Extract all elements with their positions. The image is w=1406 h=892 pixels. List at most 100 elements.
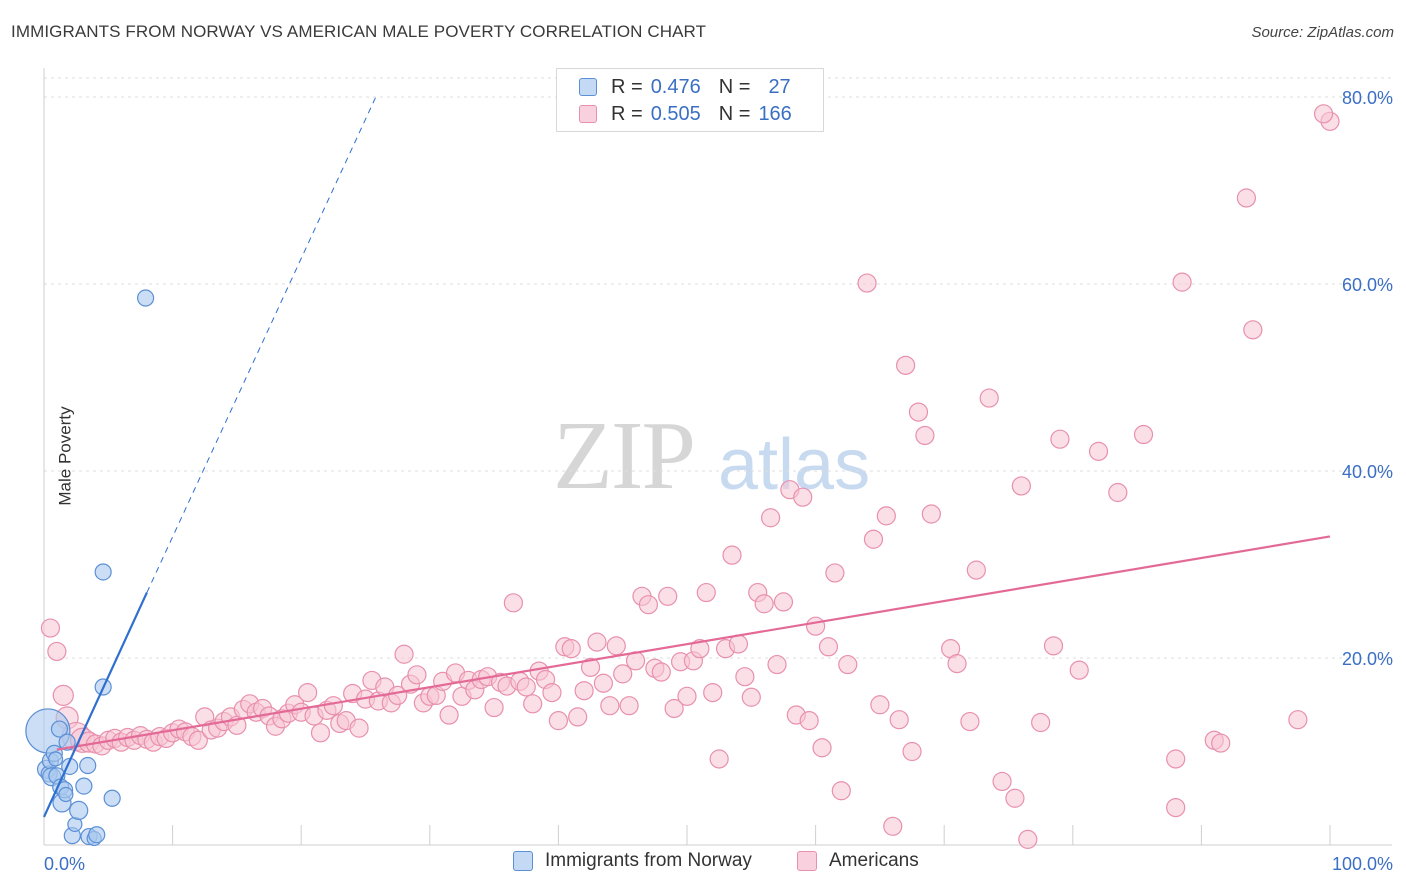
data-point-americans	[1288, 710, 1308, 730]
data-point-americans	[1172, 272, 1192, 292]
data-point-americans	[767, 654, 787, 675]
data-point-americans	[889, 710, 909, 730]
data-point-americans	[523, 694, 543, 714]
data-point-norway	[79, 756, 97, 775]
correlation-legend: R = 0.476 N = 27 R = 0.505 N = 166	[556, 68, 824, 132]
legend-n-value: 166	[758, 102, 792, 125]
data-point-americans	[812, 738, 832, 758]
data-point-americans	[664, 698, 684, 719]
x-tick-label: 0.0%	[44, 854, 85, 874]
data-point-americans	[793, 487, 813, 507]
tick-labels: 20.0% 40.0% 60.0% 80.0% 0.0% 100.0%	[44, 88, 1393, 874]
data-point-americans	[593, 673, 614, 693]
data-point-americans	[818, 637, 839, 657]
data-point-americans	[876, 506, 896, 526]
data-point-americans	[896, 355, 916, 375]
data-point-americans	[600, 696, 620, 716]
trend-line-americans	[56, 535, 1331, 751]
legend-n-label: N =	[718, 75, 751, 98]
series-legend: Immigrants from Norway Americans	[0, 850, 1406, 878]
y-tick-label: 40.0%	[1342, 462, 1393, 482]
data-point-norway	[94, 563, 112, 581]
data-point-americans	[1313, 104, 1334, 124]
data-point-norway	[103, 789, 121, 807]
data-point-americans	[960, 711, 980, 732]
x-tick-label: 100.0%	[1332, 854, 1393, 874]
source-label: Source: ZipAtlas.com	[1251, 24, 1394, 41]
data-point-americans	[831, 781, 851, 801]
data-point-americans	[735, 667, 755, 687]
data-point-americans	[857, 273, 877, 293]
data-point-americans	[1166, 749, 1186, 769]
data-point-americans	[407, 665, 427, 685]
legend-r-value: 0.476	[650, 75, 701, 98]
data-point-americans	[1069, 660, 1089, 680]
data-point-americans	[619, 696, 639, 716]
legend-item-americans: Americans	[797, 850, 919, 872]
data-point-americans	[1243, 320, 1263, 340]
data-point-americans	[741, 687, 761, 707]
data-point-americans	[561, 639, 581, 659]
data-point-norway	[75, 777, 93, 795]
data-point-americans	[323, 696, 343, 716]
data-point-americans	[677, 686, 697, 706]
data-point-norway	[136, 289, 155, 307]
y-tick-label: 60.0%	[1342, 275, 1393, 295]
watermark-zip: ZIP	[553, 402, 696, 510]
data-point-americans	[587, 632, 607, 652]
data-point-americans	[696, 582, 716, 603]
legend-label-norway: Immigrants from Norway	[545, 850, 752, 871]
legend-n-value: 27	[768, 75, 791, 98]
data-point-americans	[651, 662, 671, 682]
legend-swatch-norway	[513, 851, 533, 871]
data-point-americans	[188, 730, 208, 750]
axes	[43, 68, 1392, 846]
data-point-americans	[805, 616, 826, 636]
legend-swatch-norway	[579, 78, 597, 96]
data-point-americans	[568, 707, 588, 727]
data-point-americans	[298, 682, 318, 703]
data-point-americans	[838, 654, 858, 675]
data-point-americans	[799, 711, 819, 731]
data-point-americans	[1043, 636, 1064, 656]
legend-label-americans: Americans	[829, 850, 919, 871]
series-norway	[25, 289, 155, 847]
data-point-norway	[58, 786, 74, 803]
data-point-americans	[979, 388, 999, 408]
legend-r-value: 0.505	[650, 102, 701, 125]
data-point-americans	[310, 723, 331, 743]
legend-n-label: N =	[718, 102, 751, 125]
data-point-norway	[69, 800, 89, 821]
data-point-americans	[516, 677, 536, 697]
legend-row-norway: R = 0.476 N = 27	[579, 74, 791, 100]
data-point-americans	[728, 634, 749, 654]
data-point-americans	[52, 684, 74, 707]
data-point-americans	[503, 593, 523, 613]
data-point-americans	[40, 618, 61, 638]
data-point-americans	[1050, 429, 1070, 449]
data-point-americans	[47, 641, 67, 662]
data-point-americans	[574, 681, 594, 701]
data-point-americans	[703, 682, 723, 703]
data-point-americans	[863, 529, 884, 549]
data-point-americans	[722, 545, 742, 565]
data-point-norway	[88, 826, 106, 844]
data-point-americans	[1018, 829, 1038, 849]
data-point-americans	[1236, 188, 1257, 208]
legend-swatch-americans	[579, 105, 597, 123]
data-point-americans	[883, 816, 903, 836]
data-point-americans	[439, 705, 459, 725]
legend-row-americans: R = 0.505 N = 166	[579, 101, 792, 127]
data-point-americans	[908, 402, 929, 422]
data-point-americans	[709, 749, 729, 769]
y-axis-label: Male Poverty	[55, 406, 75, 506]
trend-lines	[43, 96, 1331, 818]
data-point-norway	[47, 751, 64, 767]
y-tick-label: 80.0%	[1342, 88, 1393, 108]
data-point-americans	[1088, 441, 1109, 461]
data-point-americans	[1011, 476, 1031, 496]
legend-swatch-americans	[797, 851, 817, 871]
data-point-americans	[548, 711, 569, 731]
data-point-americans	[773, 592, 794, 612]
